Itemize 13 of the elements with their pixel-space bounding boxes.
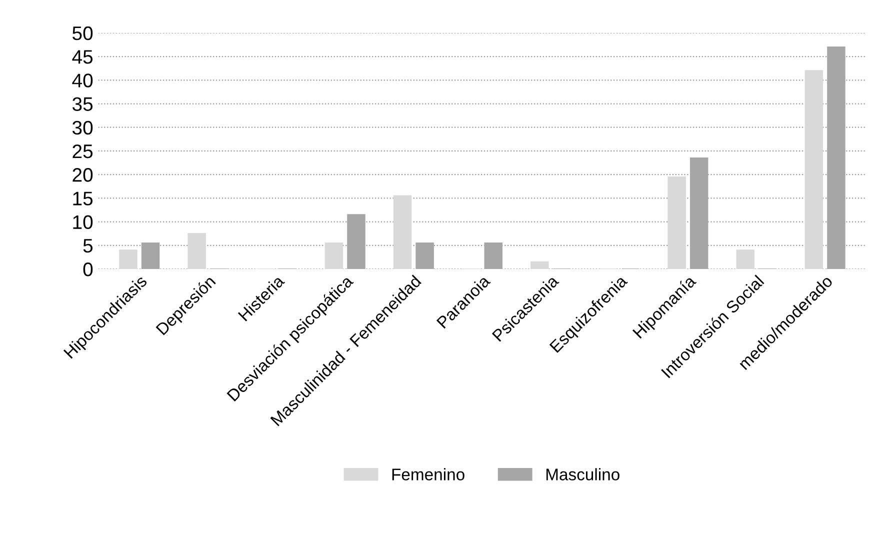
legend-label: Masculino [546,468,620,480]
y-tick-label: 40 [72,74,93,88]
y-tick-label: 0 [83,262,93,276]
y-tick-label: 45 [72,50,93,64]
y-tick-label: 35 [72,97,93,111]
y-tick-label: 5 [83,239,93,253]
legend-label: Femenino [392,468,464,480]
y-tick-label: 50 [72,26,93,40]
y-tick-label: 25 [72,144,93,158]
y-tick-label: 10 [73,215,93,230]
y-tick-label: 20 [72,168,93,182]
y-tick-label: 30 [72,120,93,135]
y-tick-label: 15 [73,192,93,206]
